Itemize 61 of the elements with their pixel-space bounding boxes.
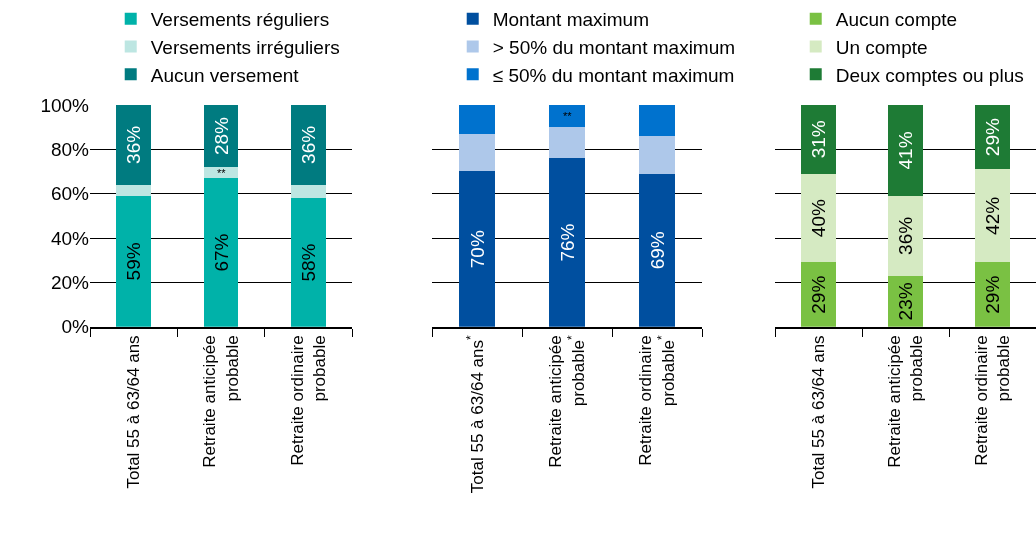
bar (801, 104, 836, 174)
y-tick-label: 20% (50, 272, 90, 294)
bar (459, 104, 495, 134)
bar (116, 184, 152, 196)
bar (639, 173, 675, 327)
legend-label: Un compte (835, 36, 928, 58)
legend-label: Aucun compte (835, 9, 958, 31)
data-label: 59% (123, 242, 145, 281)
bar (888, 104, 923, 196)
legend-label: Versements irréguliers (150, 36, 340, 58)
x-tick-label: Retraite anticipée probable (200, 335, 242, 468)
data-label: 29% (982, 118, 1003, 157)
bar (801, 173, 836, 263)
x-tick-label: Total 55 à 63/64 ans (809, 335, 829, 489)
data-label: 67% (210, 233, 232, 272)
bar (203, 167, 239, 179)
data-label: ** (217, 167, 227, 179)
y-tick-label: 80% (50, 138, 90, 160)
data-label: 40% (808, 199, 829, 238)
data-label: 36% (895, 216, 916, 255)
data-label: 28% (210, 116, 232, 156)
data-label: 41% (895, 131, 916, 170)
bar (549, 104, 585, 128)
bar (639, 104, 675, 136)
data-label: 58% (297, 243, 319, 282)
x-tick-label: Retraite anticipée probable (884, 335, 927, 468)
data-label: ** (563, 110, 573, 122)
legend-label: > 50% du montant maximum (492, 36, 736, 58)
bar (116, 195, 152, 327)
data-label: 29% (982, 275, 1003, 314)
legend-label: Montant maximum (492, 9, 649, 31)
legend-label: Aucun versement (150, 64, 300, 86)
data-label: 31% (808, 120, 829, 159)
y-tick-label: 0% (61, 316, 90, 338)
legend-label: ≤ 50% du montant maximum (492, 64, 735, 86)
y-tick-label: 100% (40, 94, 90, 116)
bar (290, 198, 326, 327)
bar (639, 135, 675, 174)
bar (290, 184, 326, 199)
x-tick-label: Total 55 à 63/64 ans (124, 335, 144, 489)
data-label: 76% (556, 223, 578, 262)
y-tick-label: 40% (50, 227, 90, 249)
bar (203, 178, 239, 327)
bar (975, 169, 1010, 263)
bar (290, 104, 326, 185)
y-tick-label: 60% (50, 183, 90, 205)
data-label: 36% (297, 125, 319, 164)
bar (459, 171, 495, 327)
bar (549, 158, 585, 327)
data-label: 69% (646, 231, 668, 270)
data-label: 29% (808, 275, 829, 314)
data-label: 70% (466, 230, 488, 269)
data-label: 42% (982, 196, 1003, 235)
bar (549, 127, 585, 159)
bar (116, 104, 152, 185)
data-label: 23% (895, 282, 916, 321)
legend-label: Versements réguliers (150, 9, 330, 31)
bar (888, 195, 923, 276)
data-label: 36% (123, 125, 145, 164)
bar (459, 133, 495, 172)
legend-label: Deux comptes ou plus (835, 64, 1024, 86)
